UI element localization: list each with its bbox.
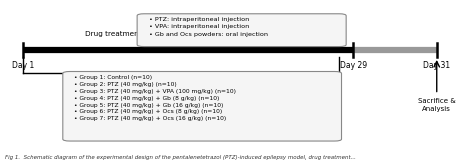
Text: Day 1: Day 1	[12, 61, 35, 70]
Text: • PTZ: intraperitoneal injection
• VPA: intraperitoneal injection
• Gb and Ocs p: • PTZ: intraperitoneal injection • VPA: …	[149, 17, 268, 37]
Text: Drug treatment (on alternate days, 15 times for 29 days): Drug treatment (on alternate days, 15 ti…	[85, 31, 292, 37]
FancyBboxPatch shape	[137, 14, 346, 47]
Text: Day 29: Day 29	[339, 61, 367, 70]
Text: Sacrifice &
Analysis: Sacrifice & Analysis	[418, 98, 456, 112]
Text: Fig 1.  Schematic diagram of the experimental design of the pentalenetetrazol (P: Fig 1. Schematic diagram of the experime…	[5, 155, 356, 160]
Text: • Group 1: Control (n=10)
• Group 2: PTZ (40 mg/kg) (n=10)
• Group 3: PTZ (40 mg: • Group 1: Control (n=10) • Group 2: PTZ…	[74, 75, 237, 121]
FancyBboxPatch shape	[63, 72, 341, 141]
Text: Day 31: Day 31	[423, 61, 450, 70]
